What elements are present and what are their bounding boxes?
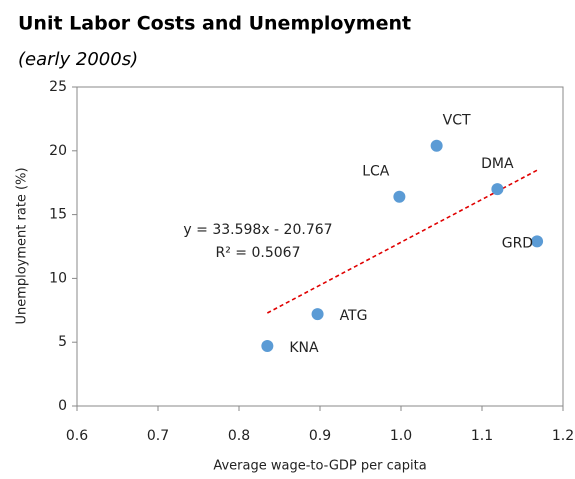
- x-tick-label: 0.7: [147, 428, 169, 444]
- x-tick-label: 0.6: [66, 428, 88, 444]
- data-point: [261, 340, 274, 353]
- y-axis-label: Unemployment rate (%): [15, 167, 30, 324]
- x-tick-label: 1.0: [390, 428, 412, 444]
- point-label: KNA: [289, 340, 319, 356]
- y-tick-label: 15: [49, 207, 67, 223]
- y-tick-label: 20: [49, 143, 67, 159]
- data-point: [311, 308, 324, 321]
- data-point: [393, 190, 406, 203]
- point-label: DMA: [481, 156, 514, 172]
- data-point: [491, 183, 504, 196]
- y-tick-label: 5: [58, 334, 67, 350]
- x-axis-label: Average wage-to-GDP per capita: [213, 459, 426, 474]
- x-tick-label: 0.9: [309, 428, 331, 444]
- y-tick-label: 0: [58, 398, 67, 414]
- point-label: ATG: [340, 308, 368, 324]
- chart-subtitle: (early 2000s): [18, 49, 138, 70]
- plot-area: [76, 86, 564, 407]
- data-point: [430, 139, 443, 152]
- x-tick-label: 1.2: [552, 428, 574, 444]
- trendline-r2: R² = 0.5067: [216, 245, 301, 261]
- x-tick-label: 1.1: [471, 428, 493, 444]
- point-label: GRD: [502, 235, 533, 251]
- data-point: [531, 235, 544, 248]
- x-tick-label: 0.8: [228, 428, 250, 444]
- y-tick-label: 10: [49, 270, 67, 286]
- point-label: LCA: [362, 164, 390, 180]
- chart-title: Unit Labor Costs and Unemployment: [18, 13, 411, 35]
- trendline-equation: y = 33.598x - 20.767: [183, 222, 332, 238]
- point-label: VCT: [443, 113, 471, 129]
- y-tick-label: 25: [49, 79, 67, 95]
- trendline: [266, 169, 538, 314]
